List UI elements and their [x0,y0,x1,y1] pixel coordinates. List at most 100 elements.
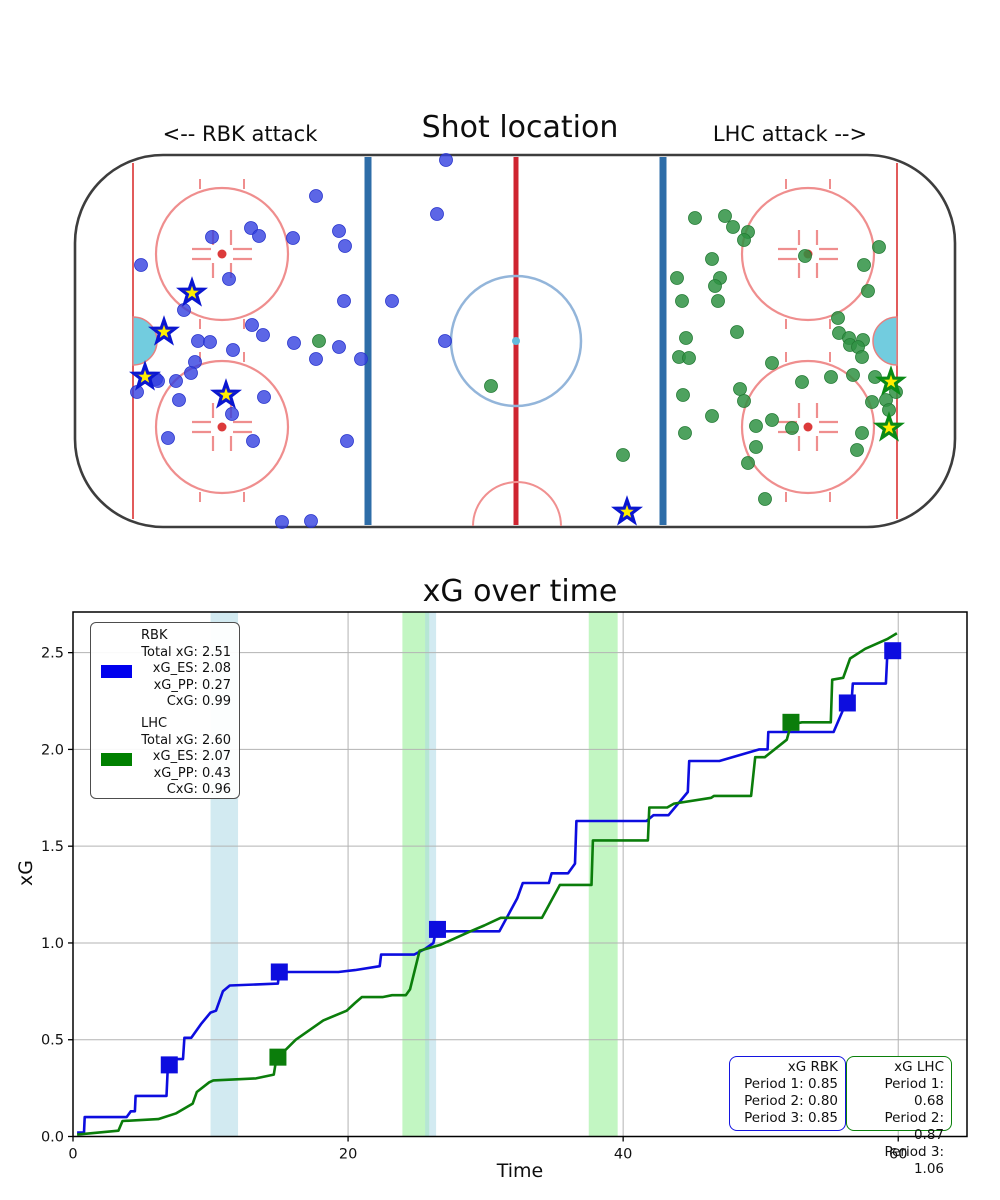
lhc-shot-dot [675,294,689,308]
rbk-shot-dot [332,224,346,238]
powerplay-band-lhc [402,612,430,1137]
period-xg-line: Period 3: 0.85 [744,1110,838,1126]
lhc-shot-dot [850,443,864,457]
shot-location-title: Shot location [421,110,619,145]
rbk-shot-dot [246,434,260,448]
rbk-shot-dot [304,514,318,528]
lhc-color-swatch [101,752,132,766]
lhc-attack-direction-label: LHC attack --> [712,122,868,146]
goal-marker-lhc [269,1048,287,1066]
lhc-shot-dot [741,456,755,470]
lhc-shot-dot [857,258,871,272]
rbk-shot-dot [354,352,368,366]
powerplay-band-rbk [425,612,437,1137]
rbk-goal-star [176,276,208,307]
shot-markers-layer [129,153,907,529]
rbk-shot-dot [309,352,323,366]
rbk-shot-dot [134,258,148,272]
rbk-shot-dot [275,515,289,529]
rbk-attack-direction-label: <-- RBK attack [162,122,318,146]
rbk-goal-star [129,360,161,391]
rbk-goal-star [210,378,242,409]
rbk-shot-dot [430,207,444,221]
x-tick-label: 60 [889,1147,907,1163]
rbk-goal-star [611,495,643,526]
rbk-shot-dot [191,334,205,348]
lhc-shot-dot [872,240,886,254]
goal-marker-rbk [160,1056,178,1074]
lhc-shot-dot [708,279,722,293]
legend-stat-line: Total xG: 2.51 [141,644,231,660]
y-axis-label: xG [15,860,37,886]
xg-chart-title: xG over time [422,574,618,609]
lhc-goal-star [875,365,907,396]
y-tick-label: 0.5 [41,1033,64,1049]
rbk-shot-dot [256,328,270,342]
lhc-shot-dot [831,311,845,325]
lhc-shot-dot [670,271,684,285]
lhc-shot-dot [824,370,838,384]
lhc-shot-dot [682,351,696,365]
lhc-shot-dot [616,448,630,462]
lhc-shot-dot [726,220,740,234]
lhc-shot-dot [718,209,732,223]
lhc-shot-dot [737,394,751,408]
lhc-shot-dot [758,492,772,506]
y-tick-label: 1.5 [41,839,64,855]
lhc-shot-dot [705,252,719,266]
legend-stat-line: CxG: 0.99 [166,694,231,710]
period-xg-line: Period 3: 1.06 [884,1144,944,1177]
rbk-shot-dot [222,272,236,286]
rbk-shot-dot [245,318,259,332]
y-tick-label: 1.0 [41,936,64,952]
lhc-shot-dot [688,211,702,225]
x-tick-label: 40 [614,1147,632,1163]
rbk-shot-dot [438,334,452,348]
lhc-shot-dot [737,233,751,247]
rbk-shot-dot [286,231,300,245]
lhc-shot-dot [749,419,763,433]
rbk-shot-dot [203,335,217,349]
legend-entry-lhc: LHC Total xG: 2.60 xG_ES: 2.07 xG_PP: 0.43 C… [97,716,231,799]
goal-marker-rbk [270,963,288,981]
y-tick-label: 2.0 [41,742,64,758]
legend-stat-line: CxG: 0.96 [166,782,231,798]
lhc-shot-dot [484,379,498,393]
rbk-goal-star [148,315,180,346]
legend-stat-line: Total xG: 2.60 [141,732,231,748]
rbk-shot-dot [225,407,239,421]
lhc-shot-dot [705,409,719,423]
period-xg-line: Period 1: 0.68 [884,1076,944,1109]
lhc-shot-dot [855,426,869,440]
rbk-shot-dot [161,431,175,445]
lhc-shot-dot [865,395,879,409]
lhc-shot-dot [765,413,779,427]
rbk-shot-dot [385,294,399,308]
period-xg-line: Period 1: 0.85 [744,1076,838,1092]
rbk-period-xg-box: xG RBK Period 1: 0.85 Period 2: 0.80 Period… [729,1056,846,1131]
lhc-goal-star [873,411,905,442]
rbk-shot-dot [337,294,351,308]
x-axis-label: Time [496,1160,544,1182]
legend-stat-line: xG_ES: 2.07 [152,749,231,765]
goal-marker-lhc [782,713,800,731]
y-tick-label: 2.5 [41,646,64,662]
lhc-shot-dot [765,356,779,370]
lhc-shot-dot [733,382,747,396]
goal-marker-rbk [838,694,856,712]
rbk-shot-dot [177,303,191,317]
y-tick-label: 0.0 [41,1130,64,1146]
lhc-shot-dot [312,334,326,348]
rbk-shot-dot [340,434,354,448]
goal-marker-rbk [884,642,902,660]
rbk-color-swatch [101,665,132,678]
rbk-shot-dot [184,366,198,380]
lhc-shot-dot [795,375,809,389]
rbk-shot-dot [205,230,219,244]
rink-diagram [73,153,957,529]
period-xg-line: xG RBK [787,1059,838,1075]
rbk-shot-dot [439,153,453,167]
rbk-shot-dot [257,390,271,404]
